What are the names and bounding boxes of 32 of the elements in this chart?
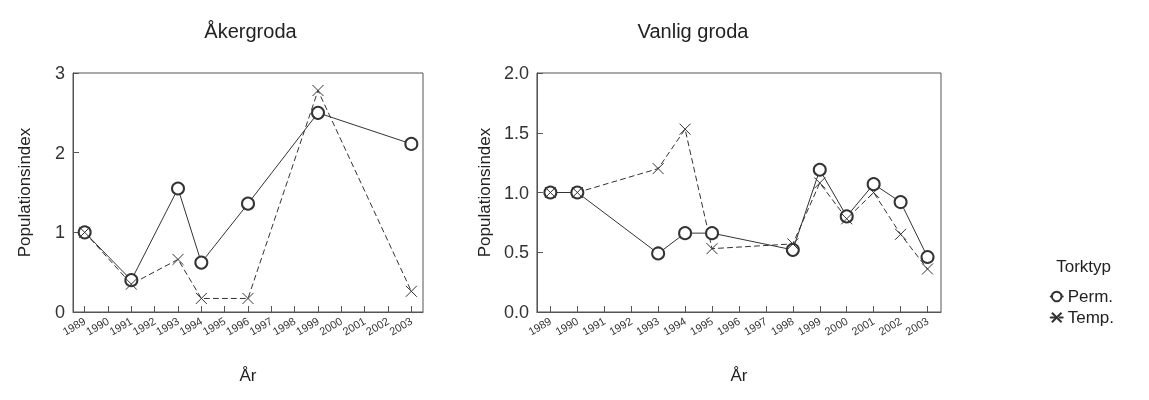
- x-tick-label: 1993: [633, 314, 662, 338]
- x-tick-label: 1999: [795, 314, 823, 338]
- x-axis-title: År: [730, 366, 748, 385]
- y-tick-label: 0: [54, 302, 65, 322]
- x-tick-label: 2003: [903, 314, 931, 338]
- y-tick-label: 2: [54, 142, 65, 163]
- x-tick-label: 1992: [607, 314, 635, 338]
- y-tick-label: 3: [54, 63, 65, 83]
- x-tick-label: 1991: [580, 314, 608, 338]
- y-axis-title: Populationsindex: [475, 127, 494, 258]
- x-tick-label: 1995: [687, 314, 716, 338]
- y-axis-title: Populationsindex: [15, 127, 34, 258]
- chart-title: Vanlig groda: [637, 20, 750, 42]
- y-tick-label: 1.0: [503, 182, 529, 203]
- legend-label: Temp.: [1067, 308, 1114, 327]
- y-tick-label: 0.5: [503, 242, 529, 263]
- x-tick-label: 2000: [822, 314, 850, 338]
- x-tick-label: 1996: [714, 314, 742, 338]
- x-tick-label: 2001: [849, 314, 877, 338]
- y-tick-label: 1.5: [503, 122, 529, 143]
- legend-title: Torktyp: [1056, 257, 1111, 276]
- y-tick-label: 0.0: [503, 302, 529, 322]
- y-tick-label: 1: [54, 222, 65, 243]
- y-tick-label: 2.0: [503, 63, 529, 83]
- x-axis-title: År: [239, 366, 257, 385]
- chart-title: Åkergroda: [204, 20, 298, 42]
- x-tick-label: 2002: [876, 314, 904, 338]
- x-tick-label: 1994: [660, 314, 689, 338]
- x-tick-label: 1998: [768, 314, 796, 338]
- x-tick-label: 1990: [553, 314, 581, 338]
- x-tick-label: 1997: [741, 314, 769, 338]
- legend-label: Perm.: [1067, 287, 1114, 306]
